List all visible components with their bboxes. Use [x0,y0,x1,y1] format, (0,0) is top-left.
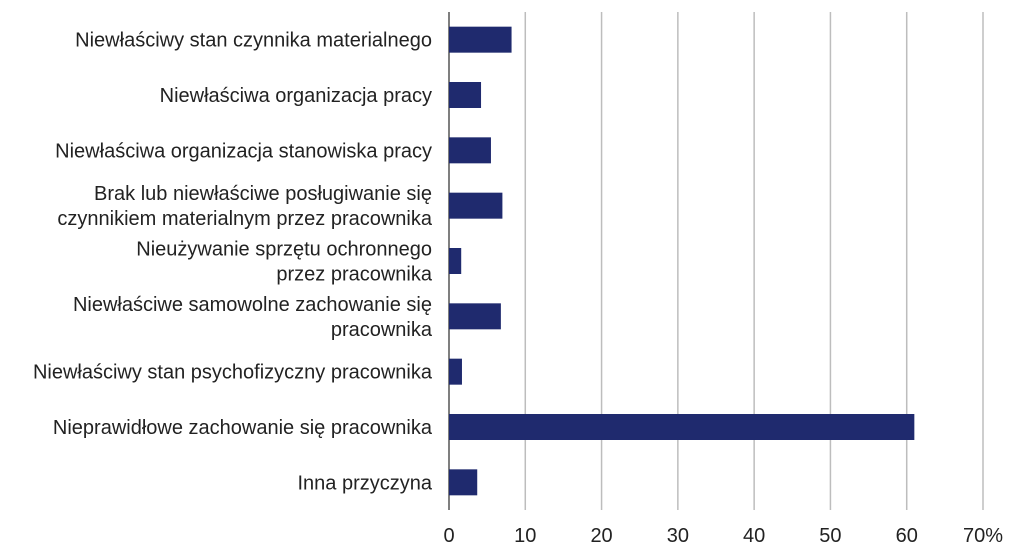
x-tick-label: 20 [590,525,612,547]
category-labels: Niewłaściwy stan czynnika materialnego Ni… [33,30,433,495]
x-tick-label: 60 [896,525,918,547]
category-label: Niewłaściwy stan czynnika materialnego [75,30,432,52]
x-tick-label: 70% [963,525,1003,547]
category-label: Nieużywanie sprzętu ochronnego przez prac… [136,239,433,286]
x-tick-label: 30 [667,525,689,547]
gridlines [448,12,984,510]
bar [449,137,491,164]
x-tick-label: 50 [819,525,841,547]
category-label: Niewłaściwy stan psychofizyczny pracowni… [33,362,433,384]
bar [449,358,462,385]
bar [449,303,501,330]
bar [449,26,512,53]
bar [449,248,462,274]
x-tick-labels: 0 10 20 30 40 50 60 70% [443,525,1003,547]
category-label: Brak lub niewłaściwe posługiwanie się czy… [57,183,432,230]
category-label: Niewłaściwa organizacja pracy [160,85,432,107]
bar [449,192,503,219]
category-label: Nieprawidłowe zachowanie się pracownika [53,417,433,439]
category-label: Niewłaściwa organizacja stanowiska pracy [55,140,432,162]
category-label: Niewłaściwe samowolne zachowanie się prac… [73,294,433,341]
category-label: Inna przyczyna [297,472,432,494]
bar [449,469,478,496]
bar [449,414,915,440]
x-tick-label: 40 [743,525,765,547]
bar [449,82,482,108]
x-tick-label: 0 [443,525,454,547]
bars [449,26,915,496]
x-tick-label: 10 [514,525,536,547]
